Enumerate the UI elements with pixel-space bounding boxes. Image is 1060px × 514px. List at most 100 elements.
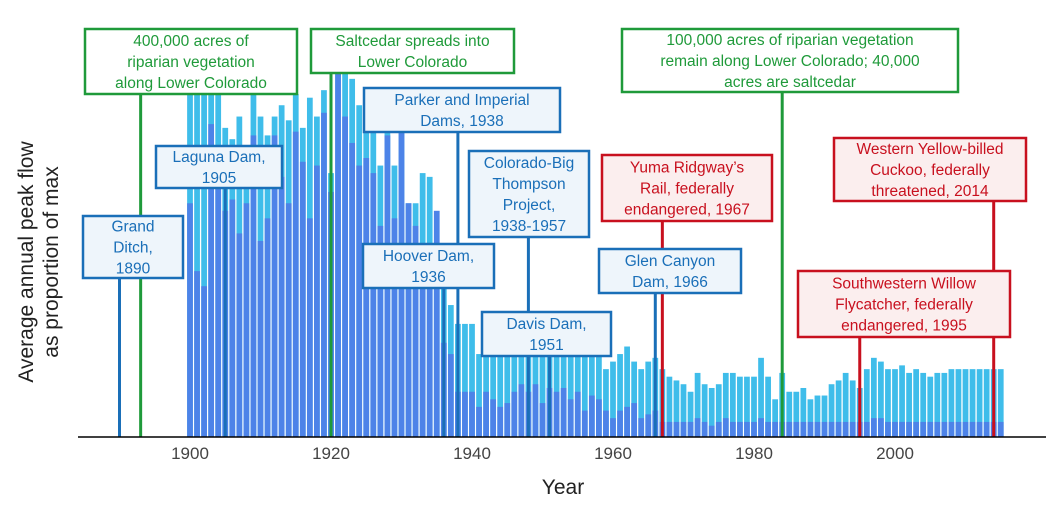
bar-peak-1939 [462, 323, 468, 437]
annotation-text-davis-dam-0: Davis Dam, [506, 316, 586, 333]
bar-peak-2011 [969, 369, 976, 437]
bar-peak-2013 [983, 369, 990, 437]
x-tick-label-1920: 1920 [312, 444, 350, 463]
bar-mean-2008 [948, 421, 955, 437]
bar-peak-2003 [913, 369, 920, 437]
bar-mean-1998 [878, 418, 884, 437]
bar-mean-1946 [511, 391, 518, 437]
annotation-text-acres-400k-1: riparian vegetation [127, 54, 255, 71]
bar-peak-1952 [553, 323, 560, 437]
bar-mean-1908 [243, 203, 250, 437]
bar-peak-1954 [567, 346, 574, 437]
bar-peak-1976 [722, 372, 729, 437]
bar-peak-1988 [807, 399, 814, 437]
annotation-text-hoover-dam-1: 1936 [411, 269, 445, 286]
bar-mean-2013 [983, 421, 990, 437]
bar-mean-1935 [433, 210, 440, 437]
bar-mean-1915 [292, 131, 299, 437]
bar-mean-1992 [835, 421, 842, 437]
bar-mean-1901 [194, 271, 200, 437]
annotation-box-glen-canyon [597, 247, 743, 295]
annotation-text-grand-ditch-1: Ditch, [113, 240, 153, 257]
annotation-box-sw-willow-flycatcher [796, 269, 1012, 339]
annotation-text-grand-ditch-2: 1890 [116, 261, 151, 278]
bar-peak-1943 [490, 335, 497, 437]
bar-peak-2012 [976, 369, 983, 437]
bar-mean-1917 [306, 218, 313, 437]
bar-mean-1942 [483, 391, 489, 437]
bar-peak-1985 [786, 391, 793, 437]
bar-mean-1996 [863, 421, 870, 437]
bar-peak-1970 [680, 384, 687, 437]
bar-peak-1975 [715, 384, 722, 437]
annotation-saltcedar: Saltcedar spreads into Lower Colorado [309, 27, 516, 75]
bar-peak-1961 [617, 354, 623, 437]
bar-peak-1972 [694, 372, 701, 437]
bar-mean-1944 [497, 406, 504, 437]
annotation-text-sw-willow-flycatcher-0: Southwestern Willow [832, 276, 977, 293]
bar-mean-1903 [208, 124, 215, 437]
bar-mean-2015 [997, 421, 1004, 437]
bar-mean-1914 [285, 203, 292, 437]
bar-mean-1940 [469, 391, 475, 437]
bar-mean-1902 [201, 286, 207, 437]
bar-peak-1996 [863, 369, 870, 437]
bar-mean-1977 [729, 421, 736, 437]
bar-peak-1940 [469, 323, 475, 437]
bar-mean-1923 [349, 142, 356, 437]
bar-mean-1924 [356, 165, 363, 437]
bar-mean-1962 [624, 406, 630, 437]
bar-mean-1947 [518, 384, 525, 437]
bar-mean-1988 [807, 421, 814, 437]
bar-mean-1957 [588, 395, 595, 437]
bar-peak-1989 [814, 395, 821, 437]
bar-peak-1982 [765, 376, 771, 437]
bar-peak-1959 [603, 369, 609, 437]
bar-mean-1963 [631, 403, 638, 437]
bar-peak-1979 [744, 376, 750, 437]
annotation-box-grand-ditch [81, 214, 185, 280]
bar-peak-2006 [934, 372, 941, 437]
bar-peak-1997 [870, 357, 877, 437]
bar-peak-1998 [878, 361, 884, 437]
bar-mean-1997 [870, 418, 877, 437]
annotation-yuma-ridgway: Yuma Ridgway’s Rail, federally endangered,… [600, 153, 774, 223]
bar-peak-1962 [624, 346, 630, 437]
annotation-parker-imperial: Parker and Imperial Dams, 1938 [362, 86, 562, 134]
annotation-text-yuma-ridgway-2: endangered, 1967 [624, 202, 750, 219]
bar-mean-1910 [257, 240, 264, 437]
annotation-text-yuma-ridgway-1: Rail, federally [640, 181, 734, 198]
x-tick-label-1960: 1960 [594, 444, 632, 463]
bar-peak-1981 [758, 357, 764, 437]
bar-mean-1974 [708, 425, 715, 437]
annotation-box-colorado-big-thompson [467, 149, 591, 239]
bar-mean-1986 [793, 421, 800, 437]
annotation-text-sw-willow-flycatcher-2: endangered, 1995 [841, 318, 967, 335]
bar-mean-2011 [969, 421, 976, 437]
bar-mean-1945 [504, 403, 511, 437]
bar-mean-1913 [278, 176, 285, 437]
annotation-text-glen-canyon-1: Dam, 1966 [632, 274, 708, 291]
bar-mean-2005 [927, 421, 934, 437]
bar-mean-1975 [715, 421, 722, 437]
bar-mean-1972 [694, 418, 701, 437]
bar-peak-1983 [772, 399, 779, 437]
bar-mean-1904 [215, 150, 222, 438]
bar-peak-1990 [821, 395, 828, 437]
annotation-box-yellow-billed-cuckoo [832, 136, 1028, 203]
bar-mean-1939 [462, 391, 468, 437]
bar-mean-1990 [821, 421, 828, 437]
bar-mean-1907 [236, 233, 243, 437]
bar-mean-1954 [567, 399, 574, 437]
annotation-text-acres-100k-2: acres are saltcedar [724, 74, 856, 91]
bar-peak-2000 [892, 369, 898, 437]
bars [187, 60, 1004, 438]
bar-peak-1977 [729, 372, 736, 437]
bar-mean-1919 [321, 112, 327, 437]
bar-peak-1986 [793, 391, 800, 437]
bar-mean-1906 [229, 199, 236, 437]
annotation-text-colorado-big-thompson-3: 1938-1957 [492, 218, 566, 235]
bar-mean-1931 [405, 203, 412, 437]
bar-mean-1981 [758, 418, 764, 437]
annotation-text-hoover-dam-0: Hoover Dam, [383, 248, 474, 265]
